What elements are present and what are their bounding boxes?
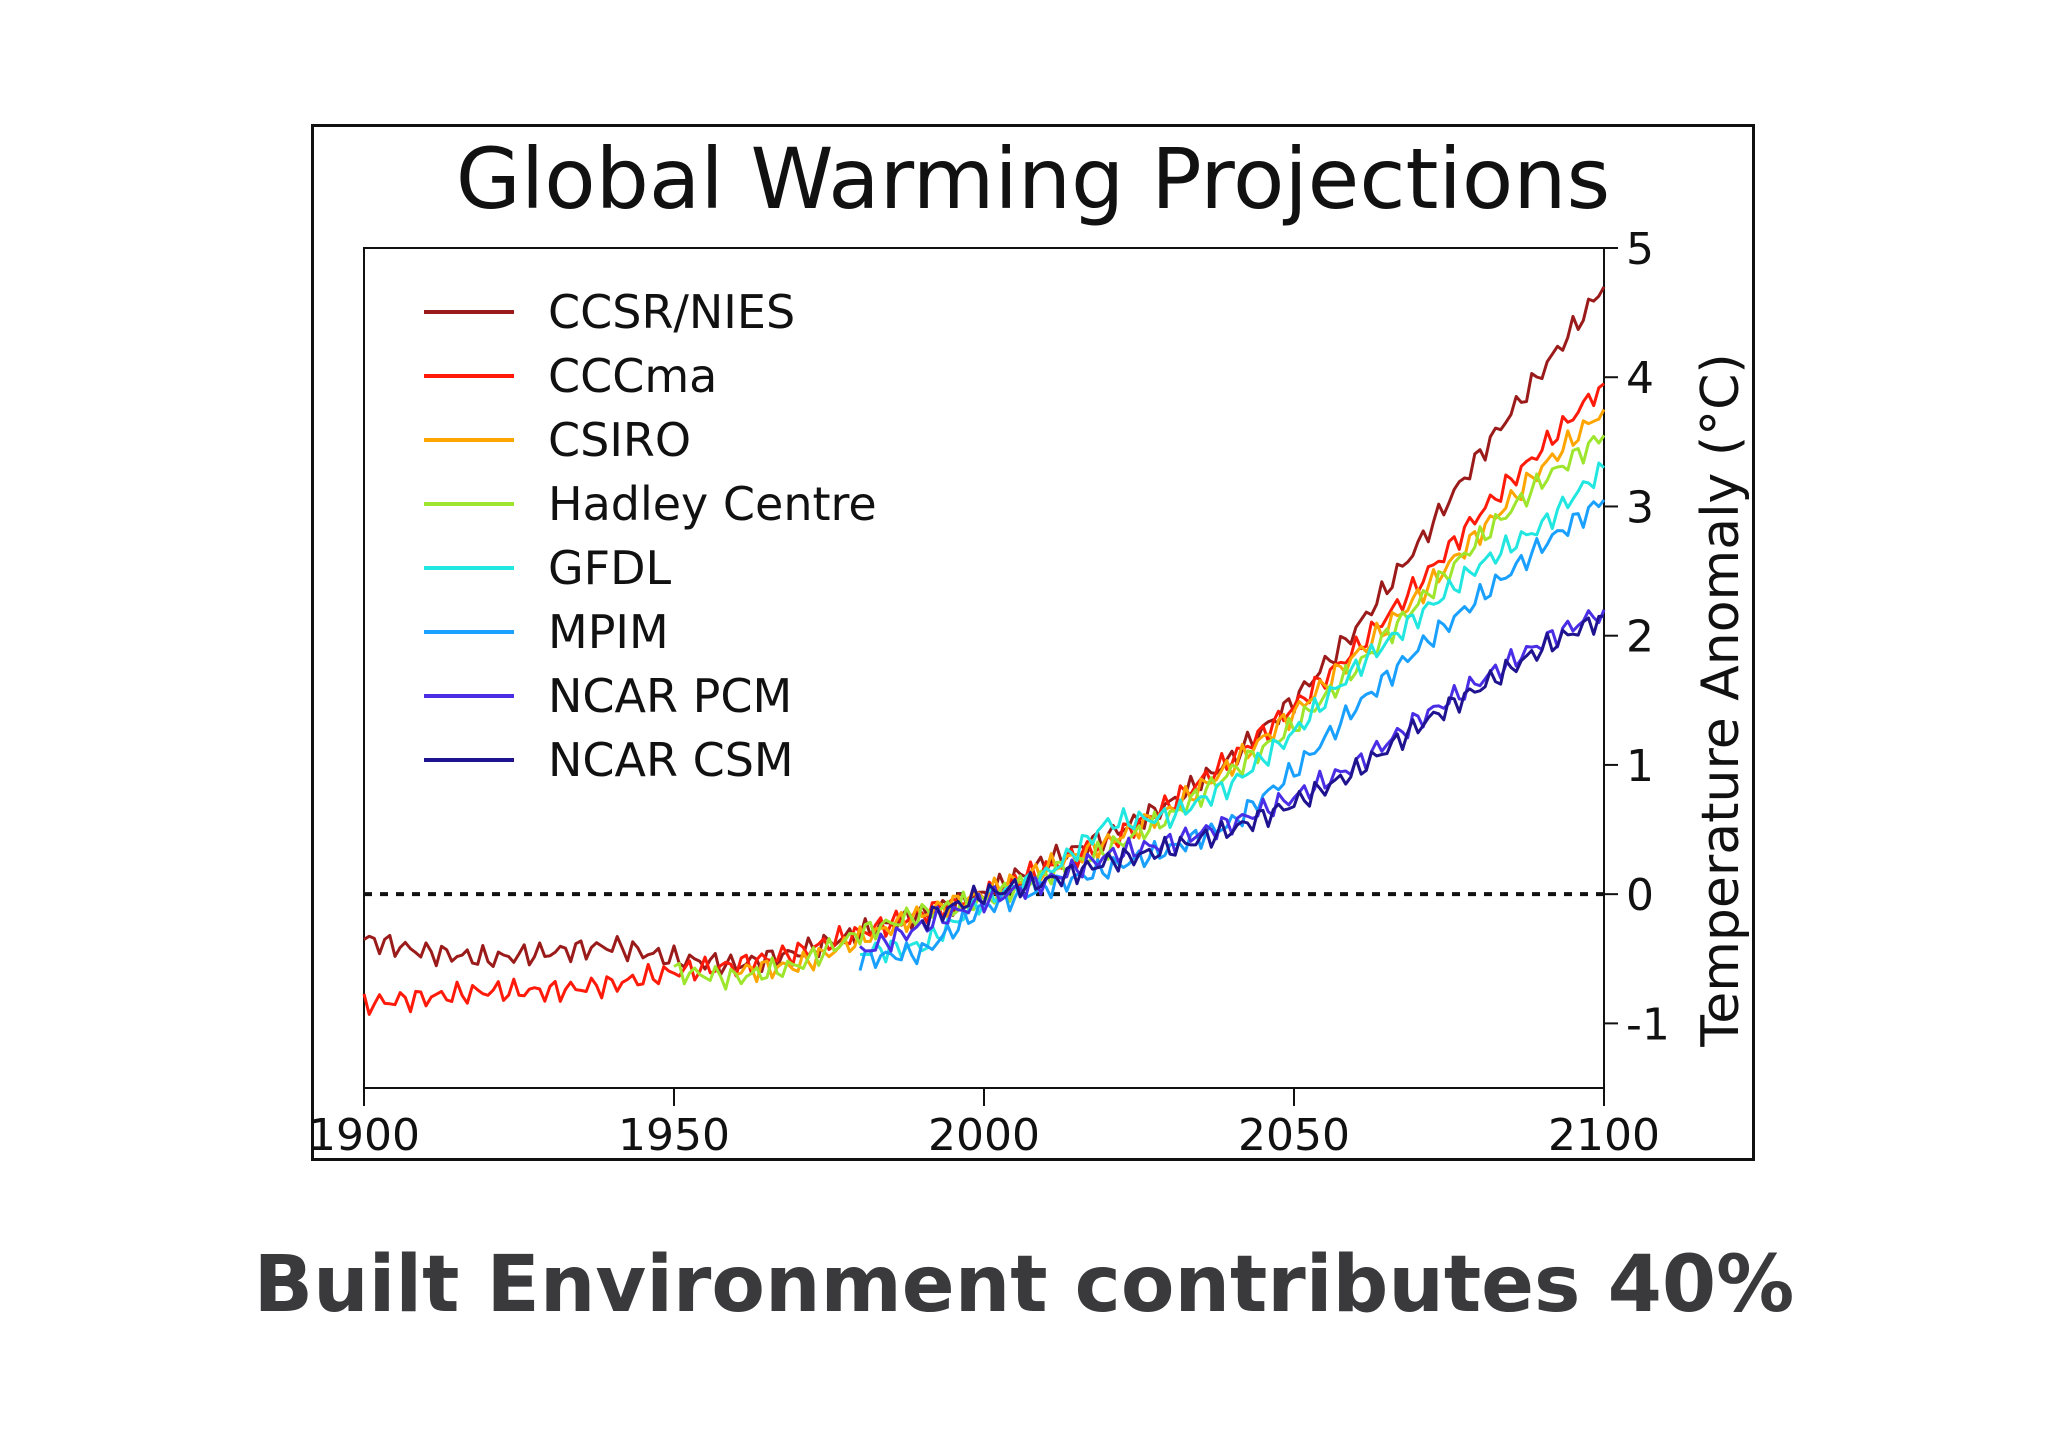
- y-tick-label: 4: [1626, 353, 1654, 404]
- x-tick-label: 2000: [928, 1110, 1040, 1161]
- legend-label: CSIRO: [548, 413, 691, 467]
- y-tick-label: -1: [1626, 999, 1670, 1050]
- legend-label: CCCma: [548, 349, 717, 403]
- chart-title: Global Warming Projections: [456, 130, 1610, 228]
- series-line-mpim: [858, 499, 1606, 971]
- legend-label: CCSR/NIES: [548, 285, 795, 339]
- legend-label: GFDL: [548, 541, 672, 595]
- legend-label: MPIM: [548, 605, 669, 659]
- y-tick-label: 5: [1626, 224, 1654, 275]
- y-axis: -1 0 1 2 3 4 5: [1604, 224, 1670, 1050]
- series-line-ncar-csm: [920, 614, 1605, 932]
- x-tick-label: 2050: [1238, 1110, 1350, 1161]
- legend-label: NCAR PCM: [548, 669, 792, 723]
- y-tick-label: 3: [1626, 482, 1654, 533]
- x-tick-label: 1900: [308, 1110, 420, 1161]
- y-tick-label: 1: [1626, 741, 1654, 792]
- x-tick-label: 1950: [618, 1110, 730, 1161]
- legend: CCSR/NIES CCCma CSIRO Hadley Centre GFDL MPIM…: [424, 285, 877, 787]
- y-axis-label: Temperature Anomaly (°C): [1691, 353, 1751, 1047]
- series-line-ccsr-nies: [363, 286, 1606, 977]
- series-layer: [362, 286, 1606, 1016]
- figure-frame: [311, 124, 1755, 1161]
- x-axis: 1900 1950 2000 2050 2100: [308, 1088, 1660, 1161]
- caption: Built Environment contributes 40%: [253, 1240, 1795, 1330]
- x-tick-label: 2100: [1548, 1110, 1660, 1161]
- legend-label: Hadley Centre: [548, 477, 877, 531]
- legend-label: NCAR CSM: [548, 733, 794, 787]
- series-line-gfdl: [859, 461, 1606, 964]
- y-tick-label: 2: [1626, 612, 1654, 663]
- y-tick-label: 0: [1626, 870, 1654, 921]
